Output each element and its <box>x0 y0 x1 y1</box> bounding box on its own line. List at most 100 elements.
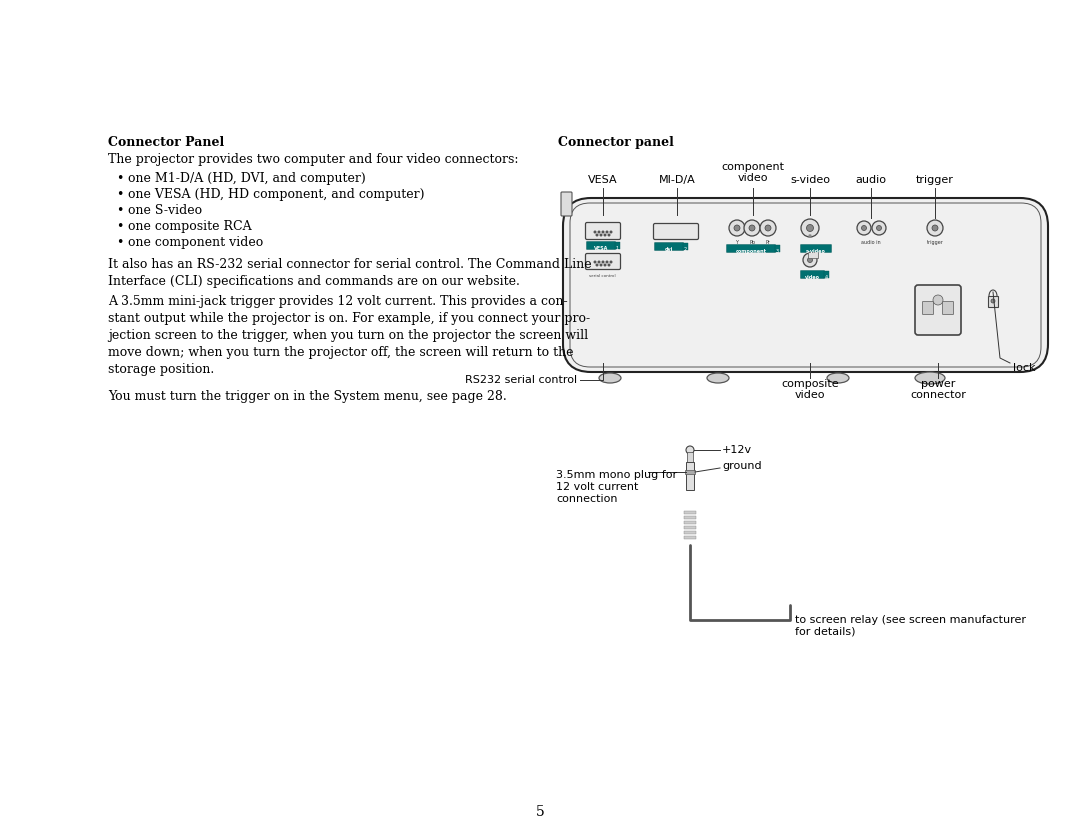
FancyBboxPatch shape <box>654 243 684 250</box>
Text: connector: connector <box>910 390 966 400</box>
Circle shape <box>596 264 598 266</box>
Text: Y: Y <box>735 240 739 245</box>
Text: Pr: Pr <box>766 240 770 245</box>
Text: •: • <box>116 188 123 201</box>
Circle shape <box>603 261 604 263</box>
Text: s-video: s-video <box>789 175 831 185</box>
Text: 5: 5 <box>536 805 544 819</box>
Circle shape <box>596 234 598 236</box>
Circle shape <box>610 231 611 233</box>
Circle shape <box>600 264 602 266</box>
Ellipse shape <box>707 373 729 383</box>
Text: trigger: trigger <box>927 240 944 245</box>
Ellipse shape <box>827 373 849 383</box>
Circle shape <box>858 221 870 235</box>
Bar <box>775 245 780 252</box>
Bar <box>684 521 696 524</box>
Bar <box>684 511 696 514</box>
Text: ground: ground <box>723 461 761 471</box>
Bar <box>687 452 693 462</box>
Text: one composite RCA: one composite RCA <box>129 220 252 233</box>
Text: one component video: one component video <box>129 236 264 249</box>
Text: It also has an RS-232 serial connector for serial control. The Command Line
Inte: It also has an RS-232 serial connector f… <box>108 258 592 288</box>
Circle shape <box>729 220 745 236</box>
Text: •: • <box>116 204 123 217</box>
Circle shape <box>744 220 760 236</box>
Text: video: video <box>805 275 820 280</box>
Text: +12v: +12v <box>723 445 752 455</box>
FancyBboxPatch shape <box>653 224 699 239</box>
Circle shape <box>933 295 943 305</box>
Text: 3.5mm mono plug for: 3.5mm mono plug for <box>556 470 677 480</box>
Circle shape <box>594 231 596 233</box>
Circle shape <box>760 220 777 236</box>
Text: You must turn the trigger on in the System menu, see page 28.: You must turn the trigger on in the Syst… <box>108 390 507 403</box>
Text: A 3.5mm mini-jack trigger provides 12 volt current. This provides a con-
stant o: A 3.5mm mini-jack trigger provides 12 vo… <box>108 295 590 376</box>
Circle shape <box>872 221 886 235</box>
Text: one VESA (HD, HD component, and computer): one VESA (HD, HD component, and computer… <box>129 188 424 201</box>
Text: The projector provides two computer and four video connectors:: The projector provides two computer and … <box>108 153 518 166</box>
Text: VESA: VESA <box>589 175 618 185</box>
FancyBboxPatch shape <box>563 198 1048 372</box>
Circle shape <box>606 231 608 233</box>
Text: •: • <box>116 172 123 185</box>
Ellipse shape <box>915 372 945 384</box>
FancyBboxPatch shape <box>585 254 621 269</box>
Circle shape <box>608 264 610 266</box>
Wedge shape <box>809 235 811 237</box>
Circle shape <box>608 234 610 236</box>
FancyBboxPatch shape <box>915 285 961 335</box>
Circle shape <box>598 261 599 263</box>
Text: lock: lock <box>1013 363 1036 373</box>
Text: Pb: Pb <box>750 240 755 245</box>
Circle shape <box>808 258 812 263</box>
Text: component: component <box>735 249 767 254</box>
Text: for details): for details) <box>795 627 855 637</box>
FancyBboxPatch shape <box>586 242 616 249</box>
Bar <box>684 516 696 519</box>
Circle shape <box>734 225 740 231</box>
Text: Connector panel: Connector panel <box>558 136 674 149</box>
Text: 2: 2 <box>684 247 687 252</box>
Text: one M1-D/A (HD, DVI, and computer): one M1-D/A (HD, DVI, and computer) <box>129 172 366 185</box>
Circle shape <box>600 234 602 236</box>
Text: 3: 3 <box>775 249 779 254</box>
Bar <box>808 252 818 258</box>
Circle shape <box>862 225 866 230</box>
Text: connection: connection <box>556 494 618 504</box>
Text: one S-video: one S-video <box>129 204 202 217</box>
Text: trigger: trigger <box>916 175 954 185</box>
Text: 1: 1 <box>616 246 619 251</box>
Bar <box>684 526 696 529</box>
Text: audio: audio <box>855 175 887 185</box>
Text: composite: composite <box>781 379 839 389</box>
Circle shape <box>686 446 694 454</box>
Circle shape <box>807 224 813 232</box>
Bar <box>615 242 620 249</box>
Text: 4: 4 <box>825 275 828 280</box>
FancyBboxPatch shape <box>922 302 933 314</box>
Bar <box>824 271 829 278</box>
Text: Connector Panel: Connector Panel <box>108 136 225 149</box>
Bar <box>684 531 696 534</box>
Circle shape <box>932 225 939 231</box>
Circle shape <box>804 253 816 267</box>
Circle shape <box>606 261 608 263</box>
Bar <box>685 470 696 474</box>
Bar <box>686 462 694 490</box>
Text: power: power <box>921 379 955 389</box>
Circle shape <box>598 231 599 233</box>
Text: dvi: dvi <box>665 247 673 252</box>
Circle shape <box>610 261 611 263</box>
Circle shape <box>604 264 606 266</box>
Text: •: • <box>116 220 123 233</box>
FancyBboxPatch shape <box>585 223 621 239</box>
Circle shape <box>765 225 771 231</box>
Text: s-video: s-video <box>806 249 826 254</box>
Circle shape <box>991 299 995 303</box>
Bar <box>988 296 998 307</box>
Text: serial control: serial control <box>589 274 616 278</box>
Text: RS232 serial control: RS232 serial control <box>464 375 577 385</box>
Bar <box>683 243 688 250</box>
Text: •: • <box>116 236 123 249</box>
